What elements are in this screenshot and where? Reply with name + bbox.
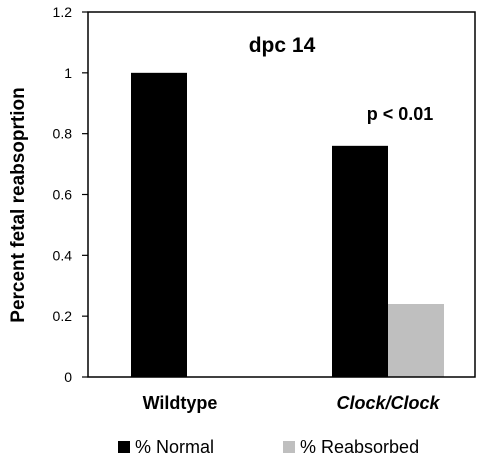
plot-frame <box>87 11 476 378</box>
p-value-annotation: p < 0.01 <box>367 104 434 124</box>
y-tick-label: 1 <box>64 65 72 81</box>
bar-normal-clock-clock <box>332 145 388 377</box>
y-tick-label: 0 <box>64 369 72 385</box>
y-tick-label: 0.8 <box>53 126 73 142</box>
bars <box>131 72 444 377</box>
y-tick-label: 0.2 <box>53 308 73 324</box>
legend-swatch-normal <box>118 441 130 453</box>
legend: % Normal % Reabsorbed <box>118 437 419 457</box>
y-tick-label: 0.6 <box>53 187 73 203</box>
y-tick-label: 0.4 <box>53 247 73 263</box>
category-label-clock-clock: Clock/Clock <box>336 393 440 413</box>
legend-swatch-reabsorbed <box>283 441 295 453</box>
legend-label-normal: % Normal <box>135 437 214 457</box>
legend-label-reabsorbed: % Reabsorbed <box>300 437 419 457</box>
bar-reabsorbed-clock-clock <box>388 304 444 377</box>
chart-title: dpc 14 <box>249 34 316 57</box>
y-tick-label: 1.2 <box>53 4 73 20</box>
bar-normal-wildtype <box>131 72 187 377</box>
y-axis-ticks: 0 0.2 0.4 0.6 0.8 1 1.2 <box>53 4 88 385</box>
y-axis-label: Percent fetal reabsoprtion <box>8 87 29 322</box>
category-label-wildtype: Wildtype <box>143 393 218 413</box>
